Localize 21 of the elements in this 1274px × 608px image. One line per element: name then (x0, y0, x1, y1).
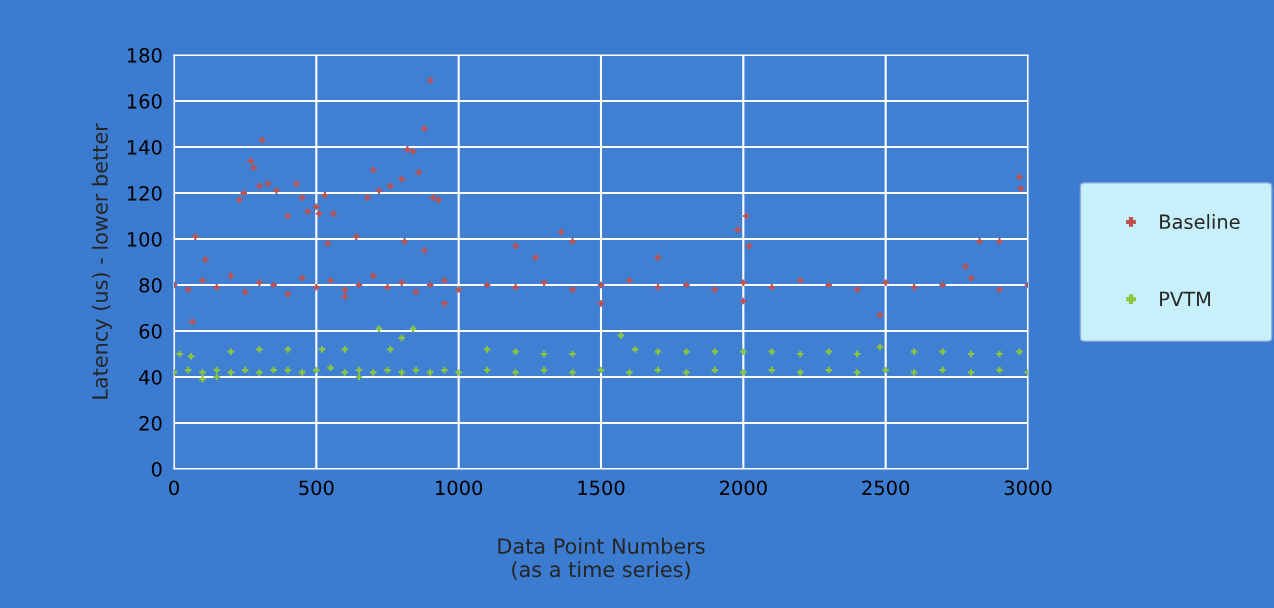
x-tick-label: 0 (169, 480, 179, 496)
x-tick-label: 3000 (1004, 480, 1052, 496)
y-tick-label: 160 (127, 93, 162, 109)
y-tick-label: 120 (127, 185, 162, 201)
legend-label: PVTM (1160, 291, 1210, 306)
x-tick-label: 1500 (578, 480, 625, 496)
x-tick-label: 2500 (862, 480, 910, 496)
x-axis-title: Data Point Numbers (as a time series) (498, 537, 705, 580)
y-tick-label: 100 (127, 231, 162, 247)
x-tick-label: 2000 (720, 480, 767, 496)
y-tick-label: 60 (139, 323, 162, 339)
y-axis-title: Latency (us) - lower better (91, 123, 112, 399)
y-tick-label: 0 (151, 461, 162, 477)
legend-label: Baseline (1160, 214, 1240, 230)
y-tick-label: 80 (139, 277, 162, 293)
y-tick-label: 40 (139, 369, 162, 385)
x-tick-label: 1000 (436, 480, 483, 496)
y-tick-label: 180 (127, 47, 162, 63)
y-tick-label: 20 (139, 415, 162, 431)
x-tick-label: 500 (299, 480, 334, 496)
y-tick-label: 140 (127, 139, 162, 155)
